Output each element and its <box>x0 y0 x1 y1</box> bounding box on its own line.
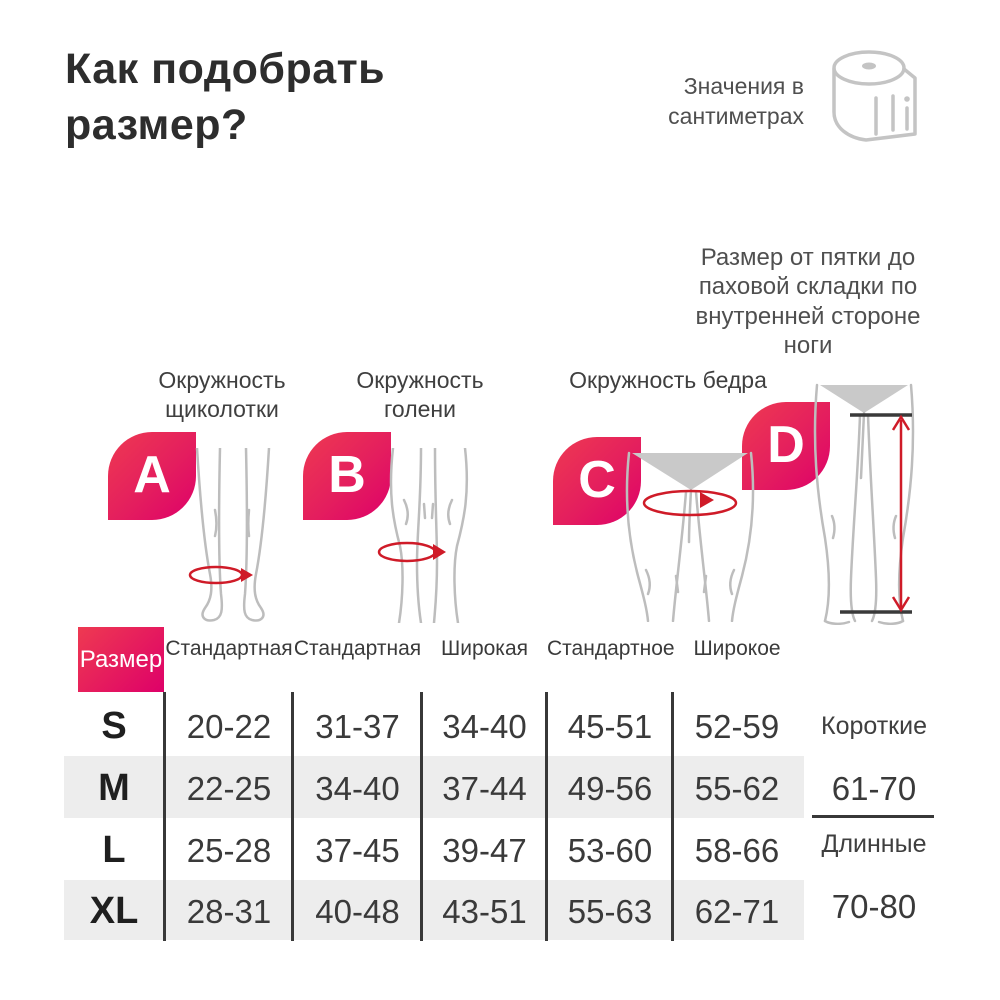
row-m-calf-wide: 37-44 <box>442 770 527 807</box>
length-long-label: Длинные <box>821 830 927 858</box>
length-long-range: 70-80 <box>831 888 917 925</box>
row-xl-calf-wide: 43-51 <box>442 893 527 930</box>
row-m-thigh-wide: 55-62 <box>694 770 780 807</box>
row-s-calf-wide: 34-40 <box>442 708 527 745</box>
row-l-calf-std: 37-45 <box>315 832 400 869</box>
table-divider <box>163 692 166 941</box>
measure-a-letter: A <box>133 446 171 504</box>
row-l-size: L <box>102 829 126 871</box>
measure-c-letter: C <box>578 451 616 509</box>
table-divider <box>420 692 423 941</box>
row-xl-size: XL <box>89 890 139 932</box>
page-title: Как подобрать размер? <box>65 45 386 149</box>
col-header-1: Стандартная <box>165 637 293 660</box>
row-band-m <box>64 756 804 818</box>
row-l-ankle: 25-28 <box>186 832 272 869</box>
length-group-separator <box>812 815 934 818</box>
row-m-size: M <box>98 767 130 809</box>
row-s-size: S <box>101 705 127 747</box>
col-header-5: Широкое <box>693 637 781 660</box>
length-short-range: 61-70 <box>831 770 917 807</box>
row-m-ankle: 22-25 <box>186 770 272 807</box>
row-s-ankle: 20-22 <box>186 708 272 745</box>
measure-b-label: Окружность голени <box>356 367 484 422</box>
measure-b-badge: B <box>303 432 391 520</box>
row-s-thigh-wide: 52-59 <box>694 708 780 745</box>
measure-d-letter: D <box>767 416 805 474</box>
row-m-calf-std: 34-40 <box>315 770 400 807</box>
col-header-3: Широкая <box>440 637 529 660</box>
row-l-calf-wide: 39-47 <box>442 832 527 869</box>
table-divider <box>545 692 548 941</box>
size-header-box: Размер <box>78 627 164 692</box>
row-xl-thigh-std: 55-63 <box>567 893 653 930</box>
tape-measure-icon <box>832 50 917 142</box>
table-divider <box>291 692 294 941</box>
legs-length-illustration <box>813 383 915 625</box>
size-header-label: Размер <box>79 645 163 673</box>
table-divider <box>671 692 674 941</box>
units-note: Значения в сантиметрах <box>668 73 804 129</box>
row-s-thigh-std: 45-51 <box>567 708 653 745</box>
legs-calf-illustration <box>377 448 469 623</box>
legs-thigh-illustration <box>625 451 755 622</box>
row-l-thigh-std: 53-60 <box>567 832 653 869</box>
col-header-2: Стандартная <box>293 637 422 660</box>
measure-d-description: Размер от пятки до паховой складки по вн… <box>695 244 921 359</box>
legs-ankle-illustration <box>188 448 271 622</box>
row-m-thigh-std: 49-56 <box>567 770 653 807</box>
row-xl-ankle: 28-31 <box>186 893 272 930</box>
row-s-calf-std: 31-37 <box>315 708 400 745</box>
row-band-xl <box>64 880 804 940</box>
row-l-thigh-wide: 58-66 <box>694 832 780 869</box>
measure-a-badge: A <box>108 432 196 520</box>
length-short-label: Короткие <box>821 712 927 740</box>
measure-c-label: Окружность бедра <box>569 367 767 393</box>
col-header-4: Стандартное <box>547 637 675 660</box>
row-xl-calf-std: 40-48 <box>315 893 400 930</box>
measure-b-letter: B <box>328 446 366 504</box>
measure-a-label: Окружность щиколотки <box>158 367 286 422</box>
row-xl-thigh-wide: 62-71 <box>694 893 780 930</box>
